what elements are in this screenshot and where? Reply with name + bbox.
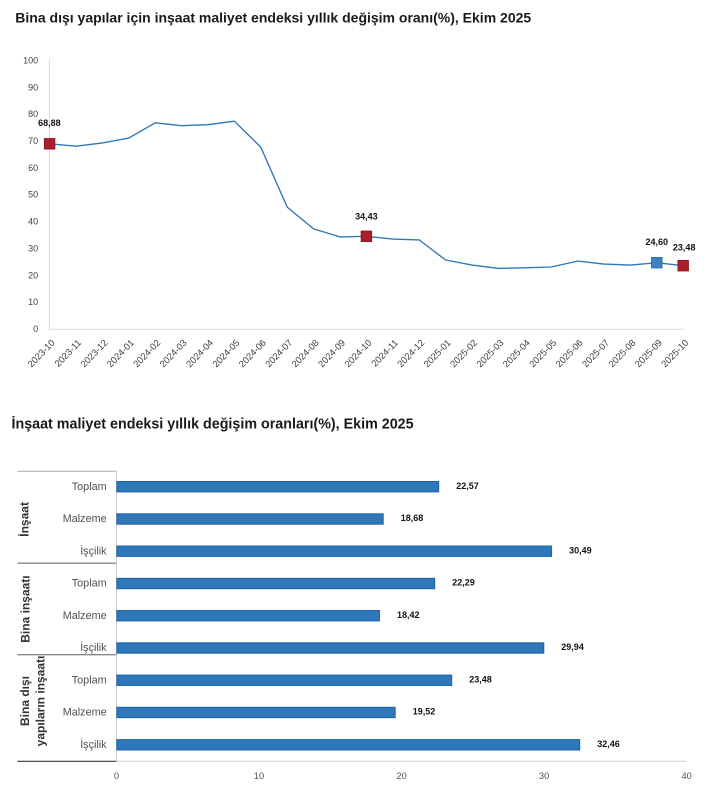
svg-text:18,68: 18,68 [401,513,424,523]
svg-text:İşçilik: İşçilik [80,641,107,654]
svg-text:2025-03: 2025-03 [475,338,506,370]
svg-text:30,49: 30,49 [569,545,592,555]
svg-text:yapıların inşaatı: yapıların inşaatı [34,656,48,747]
svg-text:2023-11: 2023-11 [53,338,84,369]
svg-text:Bina dışı yapılar için inşaat: Bina dışı yapılar için inşaat maliyet en… [15,10,531,26]
svg-text:22,57: 22,57 [456,481,479,491]
svg-text:20: 20 [28,270,38,280]
svg-text:100: 100 [23,55,38,65]
svg-text:Toplam: Toplam [72,675,107,687]
svg-text:İşçilik: İşçilik [80,544,107,557]
svg-text:2025-05: 2025-05 [527,338,558,370]
svg-text:10: 10 [28,297,38,307]
svg-text:22,29: 22,29 [452,578,475,588]
svg-text:İnşaat: İnşaat [17,502,32,537]
svg-text:Bina inşaatı: Bina inşaatı [19,575,33,642]
svg-text:İnşaat maliyet endeksi yıllık: İnşaat maliyet endeksi yıllık değişim or… [12,416,414,433]
svg-text:29,94: 29,94 [561,642,584,652]
svg-text:2024-09: 2024-09 [316,338,347,370]
svg-text:Malzeme: Malzeme [63,610,107,622]
svg-text:2024-07: 2024-07 [263,338,294,370]
svg-text:10: 10 [254,771,264,781]
svg-text:32,46: 32,46 [597,739,620,749]
svg-text:Toplam: Toplam [72,481,107,493]
svg-text:2024-10: 2024-10 [343,338,374,370]
svg-text:18,42: 18,42 [397,610,420,620]
svg-text:24,60: 24,60 [646,237,669,247]
svg-text:2024-11: 2024-11 [369,338,400,369]
svg-text:20: 20 [396,771,406,781]
svg-text:2024-06: 2024-06 [237,338,268,370]
svg-text:2024-03: 2024-03 [158,338,189,370]
svg-text:0: 0 [33,324,38,334]
svg-text:2025-10: 2025-10 [659,338,690,370]
svg-text:2023-10: 2023-10 [26,338,57,370]
svg-text:0: 0 [114,771,119,781]
svg-text:30: 30 [539,771,549,781]
svg-text:50: 50 [28,190,38,200]
svg-text:2025-09: 2025-09 [633,338,664,370]
svg-text:2024-02: 2024-02 [131,338,162,370]
svg-text:2025-04: 2025-04 [501,338,532,370]
svg-text:70: 70 [28,136,38,146]
svg-text:Toplam: Toplam [72,578,107,590]
svg-text:40: 40 [682,771,692,781]
svg-text:23,48: 23,48 [469,675,492,685]
svg-text:2025-08: 2025-08 [607,338,638,370]
svg-text:40: 40 [28,217,38,227]
svg-text:30: 30 [28,243,38,253]
svg-text:2024-08: 2024-08 [290,338,321,370]
svg-text:68,88: 68,88 [38,118,61,128]
svg-text:2024-04: 2024-04 [184,338,215,370]
svg-text:90: 90 [28,82,38,92]
svg-text:80: 80 [28,109,38,119]
svg-text:2025-06: 2025-06 [554,338,585,370]
svg-text:2025-07: 2025-07 [580,338,611,370]
svg-text:2025-01: 2025-01 [422,338,453,370]
svg-text:2025-02: 2025-02 [448,338,479,370]
svg-text:Malzeme: Malzeme [63,513,107,525]
svg-text:2023-12: 2023-12 [79,338,110,370]
svg-text:23,48: 23,48 [673,242,696,252]
svg-text:2024-01: 2024-01 [105,338,136,370]
svg-text:İşçilik: İşçilik [80,738,107,751]
svg-text:34,43: 34,43 [355,212,378,222]
svg-text:2024-12: 2024-12 [395,338,426,370]
svg-text:Malzeme: Malzeme [63,707,107,719]
svg-text:60: 60 [28,163,38,173]
svg-text:19,52: 19,52 [413,707,436,717]
svg-text:2024-05: 2024-05 [211,338,242,370]
svg-text:Bina dışı: Bina dışı [18,676,32,726]
